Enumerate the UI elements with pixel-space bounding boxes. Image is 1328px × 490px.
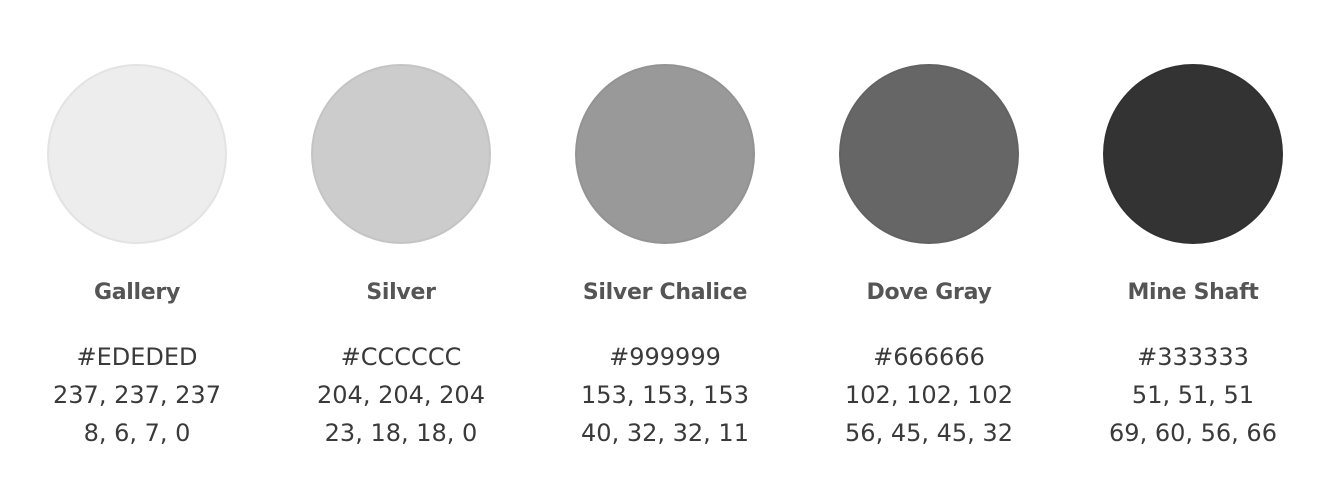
swatch-silver-chalice: Silver Chalice #999999 153, 153, 153 40,… (545, 0, 785, 490)
color-name: Silver Chalice (582, 280, 748, 305)
swatch-dove-gray: Dove Gray #666666 102, 102, 102 56, 45, … (809, 0, 1049, 490)
cmyk-value: 40, 32, 32, 11 (581, 419, 749, 447)
hex-value: #999999 (609, 343, 721, 371)
color-circle (575, 64, 755, 244)
color-circle (839, 64, 1019, 244)
color-values: #999999 153, 153, 153 40, 32, 32, 11 (545, 338, 785, 452)
color-name: Dove Gray (866, 280, 992, 305)
rgb-value: 237, 237, 237 (53, 381, 221, 409)
color-circle (311, 64, 491, 244)
rgb-value: 204, 204, 204 (317, 381, 485, 409)
rgb-value: 153, 153, 153 (581, 381, 749, 409)
color-values: #333333 51, 51, 51 69, 60, 56, 66 (1073, 338, 1313, 452)
rgb-value: 51, 51, 51 (1131, 381, 1255, 409)
cmyk-value: 56, 45, 45, 32 (845, 419, 1013, 447)
color-circle (47, 64, 227, 244)
rgb-value: 102, 102, 102 (845, 381, 1013, 409)
hex-value: #CCCCCC (340, 343, 462, 371)
hex-value: #666666 (873, 343, 985, 371)
cmyk-value: 69, 60, 56, 66 (1109, 419, 1277, 447)
swatch-silver: Silver #CCCCCC 204, 204, 204 23, 18, 18,… (281, 0, 521, 490)
color-circle (1103, 64, 1283, 244)
color-name: Gallery (94, 280, 180, 305)
color-name: Mine Shaft (1127, 280, 1259, 305)
cmyk-value: 23, 18, 18, 0 (324, 419, 478, 447)
color-values: #EDEDED 237, 237, 237 8, 6, 7, 0 (17, 338, 257, 452)
swatch-mine-shaft: Mine Shaft #333333 51, 51, 51 69, 60, 56… (1073, 0, 1313, 490)
swatch-gallery: Gallery #EDEDED 237, 237, 237 8, 6, 7, 0 (17, 0, 257, 490)
color-values: #666666 102, 102, 102 56, 45, 45, 32 (809, 338, 1049, 452)
cmyk-value: 8, 6, 7, 0 (83, 419, 191, 447)
hex-value: #333333 (1137, 343, 1249, 371)
color-values: #CCCCCC 204, 204, 204 23, 18, 18, 0 (281, 338, 521, 452)
hex-value: #EDEDED (76, 343, 198, 371)
color-name: Silver (366, 280, 436, 305)
